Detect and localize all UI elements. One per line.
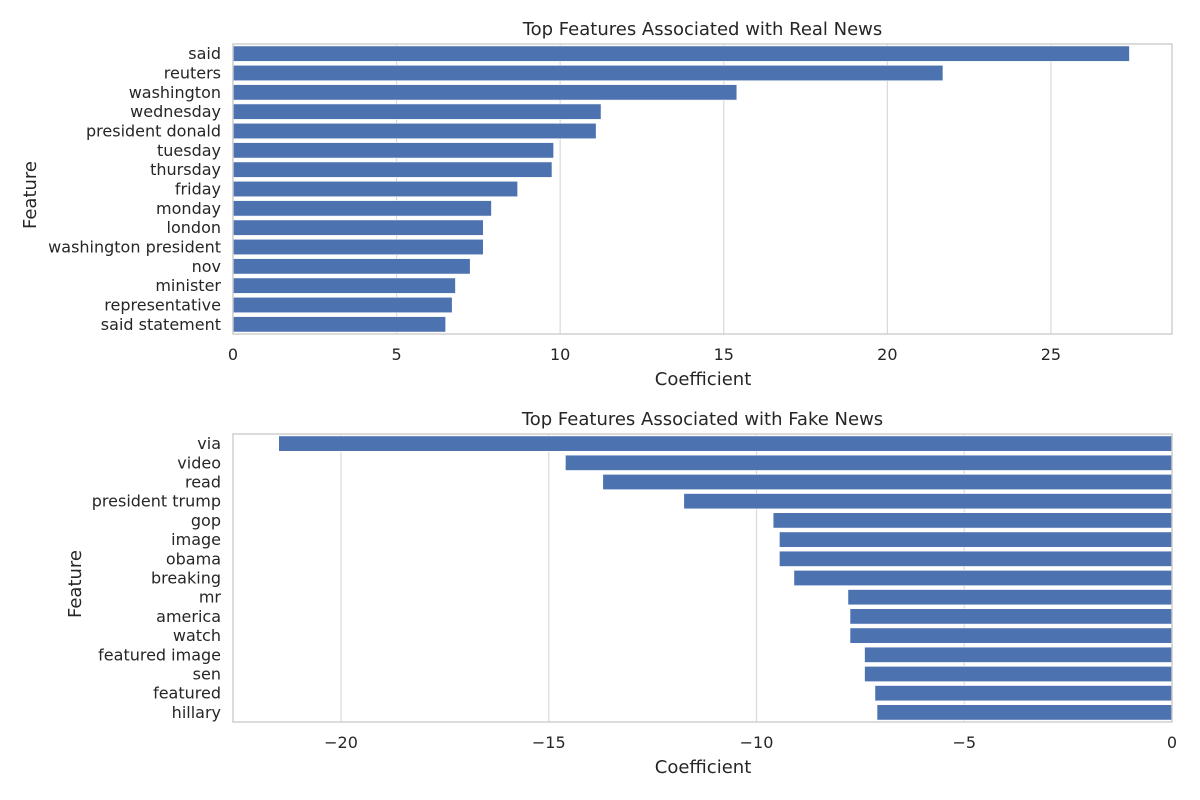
fake-news-category-label: read — [185, 473, 221, 492]
real-news-category-label: said statement — [101, 315, 221, 334]
real-news-category-label: wednesday — [130, 102, 221, 121]
fake-news-category-label: image — [171, 530, 221, 549]
fake-news-x-tick-label: −10 — [740, 733, 774, 752]
real-news-bar — [232, 238, 484, 256]
real-news-chart: saidreuterswashingtonwednesdaypresident … — [20, 19, 1173, 390]
real-news-bar — [232, 161, 553, 178]
real-news-category-label: reuters — [164, 64, 221, 83]
fake-news-x-tick-label: −5 — [952, 733, 976, 752]
fake-news-x-tick-label: −20 — [324, 733, 358, 752]
real-news-category-label: said — [188, 44, 221, 63]
fake-news-bar — [779, 531, 1173, 548]
fake-news-plot-frame — [232, 433, 1173, 723]
real-news-x-tick-label: 20 — [877, 345, 897, 364]
real-news-x-tick-label: 15 — [714, 345, 734, 364]
fake-news-bar — [793, 570, 1173, 586]
real-news-bar — [232, 316, 446, 333]
fake-news-x-tick-label: −15 — [532, 733, 566, 752]
real-news-bar — [232, 103, 602, 120]
fake-news-category-label: video — [177, 453, 221, 472]
real-news-category-label: washington — [129, 83, 221, 102]
fake-news-bar — [772, 512, 1173, 529]
real-news-bar — [232, 122, 597, 140]
real-news-category-label: thursday — [150, 160, 221, 179]
fake-news-category-label: watch — [173, 626, 221, 645]
real-news-category-label: tuesday — [157, 141, 221, 160]
real-news-bar — [232, 296, 453, 314]
real-news-plot-frame — [232, 43, 1173, 335]
fake-news-x-axis-label: Coefficient — [655, 757, 752, 778]
fake-news-bar — [847, 589, 1173, 606]
fake-news-category-label: breaking — [151, 569, 221, 588]
real-news-category-label: nov — [192, 257, 221, 276]
fake-news-category-label: via — [197, 434, 221, 453]
real-news-bar — [232, 219, 484, 236]
real-news-x-tick-label: 10 — [550, 345, 570, 364]
fake-news-category-label: hillary — [172, 703, 221, 722]
fake-news-bar — [683, 493, 1173, 510]
fake-news-bar — [602, 474, 1173, 490]
fake-news-bar — [864, 646, 1173, 663]
real-news-y-axis-label: Feature — [20, 161, 41, 229]
fake-news-category-label: mr — [199, 588, 222, 607]
fake-news-chart-title: Top Features Associated with Fake News — [521, 409, 883, 430]
fake-news-bar — [876, 704, 1173, 721]
real-news-category-label: representative — [104, 296, 221, 315]
fake-news-category-label: featured image — [98, 645, 221, 664]
real-news-bar — [232, 200, 492, 217]
fake-news-bar — [849, 627, 1173, 644]
real-news-chart-title: Top Features Associated with Real News — [522, 19, 883, 40]
real-news-category-label: london — [167, 218, 221, 237]
real-news-bar — [232, 142, 554, 159]
fake-news-category-label: sen — [193, 665, 221, 684]
fake-news-bar — [565, 454, 1173, 471]
fake-news-bar — [278, 435, 1173, 452]
real-news-bar — [232, 45, 1130, 62]
fake-news-bar — [849, 608, 1173, 625]
fake-news-bar — [874, 685, 1173, 702]
fake-news-category-label: obama — [166, 549, 221, 568]
real-news-category-label: washington president — [48, 238, 221, 257]
real-news-bar — [232, 258, 471, 275]
real-news-x-tick-label: 5 — [391, 345, 401, 364]
real-news-x-tick-label: 25 — [1041, 345, 1061, 364]
real-news-category-label: president donald — [86, 122, 221, 141]
real-news-x-tick-label: 0 — [228, 345, 238, 364]
fake-news-bar — [779, 550, 1173, 567]
real-news-bar — [232, 64, 944, 82]
real-news-bar — [232, 277, 456, 294]
fake-news-category-label: featured — [153, 684, 221, 703]
real-news-category-label: friday — [175, 180, 221, 199]
fake-news-category-label: president trump — [92, 492, 221, 511]
real-news-bar — [232, 84, 738, 101]
real-news-category-label: minister — [155, 276, 221, 295]
fake-news-category-label: america — [156, 607, 221, 626]
fake-news-bar — [864, 666, 1173, 682]
real-news-category-label: monday — [156, 199, 221, 218]
real-news-bar — [232, 180, 518, 198]
fake-news-y-axis-label: Feature — [65, 550, 86, 618]
fake-news-x-tick-label: 0 — [1167, 733, 1177, 752]
fake-news-category-label: gop — [191, 511, 221, 530]
real-news-x-axis-label: Coefficient — [655, 369, 752, 390]
